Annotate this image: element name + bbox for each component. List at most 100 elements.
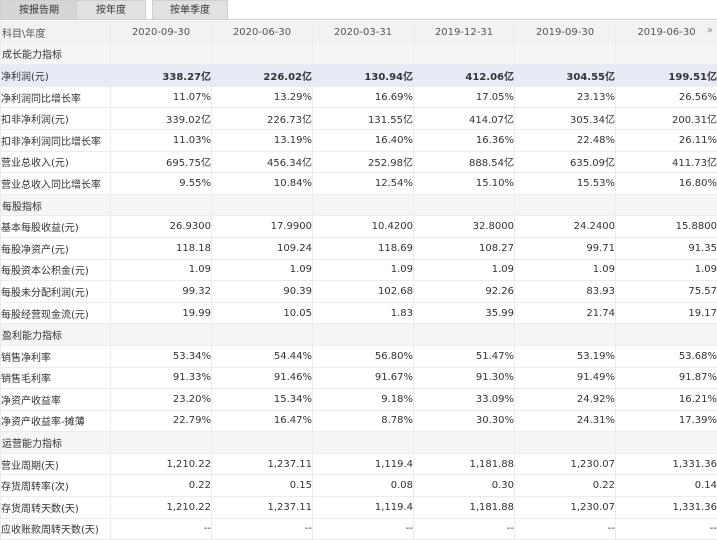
section-title: 运营能力指标 (0, 431, 111, 454)
metric-value: 118.69 (312, 236, 414, 260)
metric-value: 1,181.88 (413, 452, 515, 476)
metric-label: 净资产收益率-摊薄 (0, 409, 111, 433)
metric-value: 15.10% (413, 172, 515, 195)
metric-value: 635.09亿 (514, 150, 616, 174)
table-row: 存货周转天数(天) 1,210.22 1,237.11 1,119.4 1,181.88… (0, 496, 717, 519)
metric-value: 21.74 (514, 301, 616, 325)
metric-value: 17.39% (615, 409, 717, 433)
metric-value: 1,119.4 (312, 496, 414, 519)
metric-label: 净利润(元) (0, 64, 111, 87)
metric-value: 304.55亿 (514, 64, 616, 87)
metric-label: 扣非净利润(元) (0, 107, 111, 130)
metric-value: 1,119.4 (312, 452, 414, 476)
metric-value: 91.67% (312, 366, 414, 390)
metric-value: 456.34亿 (211, 150, 313, 174)
metric-value: 10.05 (211, 301, 313, 325)
table-row: 净利润(元) 338.27亿 226.02亿 130.94亿 412.06亿 304.55… (0, 64, 717, 87)
tab-by-quarter[interactable]: 按单季度 (152, 0, 228, 20)
metric-value: 12.54% (312, 172, 414, 195)
metric-value: 411.73亿 (615, 150, 717, 174)
metric-value: 305.34亿 (514, 107, 616, 130)
section-empty-cell (110, 42, 212, 66)
section-header-row: 盈利能力指标 (0, 323, 717, 346)
metric-label: 每股经营现金流(元) (0, 301, 111, 325)
tab-by-year[interactable]: 按年度 (76, 0, 146, 20)
double-chevron-right-icon[interactable]: » (706, 25, 713, 36)
metric-label: 扣非净利润同比增长率 (0, 128, 111, 152)
period-header: 2020-03-31 (312, 21, 414, 44)
table-row: 每股净资产(元) 118.18 109.24 118.69 108.27 99.71 91.… (0, 236, 717, 260)
table-row: 净资产收益率 23.20% 15.34% 9.18% 33.09% 24.92% 16.21… (0, 388, 717, 411)
section-header-row: 每股指标 (0, 193, 717, 217)
metric-value: 16.47% (211, 409, 313, 433)
metric-value: 16.80% (615, 172, 717, 195)
metric-value: 16.40% (312, 128, 414, 152)
section-empty-cell (312, 323, 414, 346)
table-row: 净利润同比增长率 11.07% 13.29% 16.69% 17.05% 23.13% 26… (0, 85, 717, 109)
metric-value: -- (514, 517, 616, 540)
metric-value: 19.17 (615, 301, 717, 325)
financial-indicators-table: 科目\年度 2020-09-30 2020-06-30 2020-03-31 2019-… (0, 21, 717, 540)
metric-value: 1.09 (110, 258, 212, 282)
metric-value: 90.39 (211, 280, 313, 303)
period-label: 2020-03-31 (333, 26, 393, 38)
metric-value: -- (110, 517, 212, 540)
metric-value: 19.99 (110, 301, 212, 325)
metric-value: 1.09 (211, 258, 313, 282)
metric-value: 252.98亿 (312, 150, 414, 174)
table-row: 销售毛利率 91.33% 91.46% 91.67% 91.30% 91.49% 91.87… (0, 366, 717, 390)
section-empty-cell (211, 431, 313, 454)
section-empty-cell (615, 431, 717, 454)
metric-value: 16.21% (615, 388, 717, 411)
tab-by-report-period[interactable]: 按报告期 (0, 0, 78, 20)
metric-label: 营业总收入(元) (0, 150, 111, 174)
metric-value: -- (413, 517, 515, 540)
metric-label: 营业总收入同比增长率 (0, 172, 111, 195)
metric-value: 15.34% (211, 388, 313, 411)
metric-value: 0.30 (413, 474, 515, 498)
metric-label: 每股资本公积金(元) (0, 258, 111, 282)
metric-value: 339.02亿 (110, 107, 212, 130)
metric-label: 应收账款周转天数(天) (0, 517, 111, 540)
metric-label: 基本每股收益(元) (0, 215, 111, 238)
metric-value: 30.30% (413, 409, 515, 433)
metric-value: 23.13% (514, 85, 616, 109)
metric-value: 9.55% (110, 172, 212, 195)
metric-value: 1.83 (312, 301, 414, 325)
metric-value: 26.56% (615, 85, 717, 109)
metric-value: 91.35 (615, 236, 717, 260)
metric-value: 11.07% (110, 85, 212, 109)
metric-value: 17.9900 (211, 215, 313, 238)
table-row: 存货周转率(次) 0.22 0.15 0.08 0.30 0.22 0.14 (0, 474, 717, 498)
metric-value: 200.31亿 (615, 107, 717, 130)
table-row: 营业总收入(元) 695.75亿 456.34亿 252.98亿 888.54亿 635.… (0, 150, 717, 174)
metric-value: 1,237.11 (211, 496, 313, 519)
metric-value: 99.32 (110, 280, 212, 303)
period-label: 2019-12-31 (434, 26, 494, 38)
section-empty-cell (413, 42, 515, 66)
metric-value: 51.47% (413, 344, 515, 368)
metric-value: 1.09 (514, 258, 616, 282)
metric-value: 414.07亿 (413, 107, 515, 130)
metric-value: 130.94亿 (312, 64, 414, 87)
section-title: 每股指标 (0, 193, 111, 217)
section-title: 盈利能力指标 (0, 323, 111, 346)
table-row: 扣非净利润(元) 339.02亿 226.73亿 131.55亿 414.07亿 305.… (0, 107, 717, 130)
metric-value: 0.22 (110, 474, 212, 498)
section-empty-cell (110, 193, 212, 217)
metric-value: 10.84% (211, 172, 313, 195)
metric-value: 16.69% (312, 85, 414, 109)
metric-value: 26.11% (615, 128, 717, 152)
metric-value: 91.46% (211, 366, 313, 390)
metric-value: 1.09 (312, 258, 414, 282)
metric-value: 91.30% (413, 366, 515, 390)
period-header: 2019-12-31 (413, 21, 515, 44)
metric-value: 8.78% (312, 409, 414, 433)
metric-label: 每股净资产(元) (0, 236, 111, 260)
metric-value: 17.05% (413, 85, 515, 109)
period-tab-bar: 按报告期 按年度 按单季度 (0, 0, 717, 20)
section-header-row: 成长能力指标 (0, 42, 717, 66)
table-row: 销售净利率 53.34% 54.44% 56.80% 51.47% 53.19% 53.68… (0, 344, 717, 368)
metric-value: 1,181.88 (413, 496, 515, 519)
table-row: 应收账款周转天数(天) -- -- -- -- -- -- (0, 517, 717, 540)
